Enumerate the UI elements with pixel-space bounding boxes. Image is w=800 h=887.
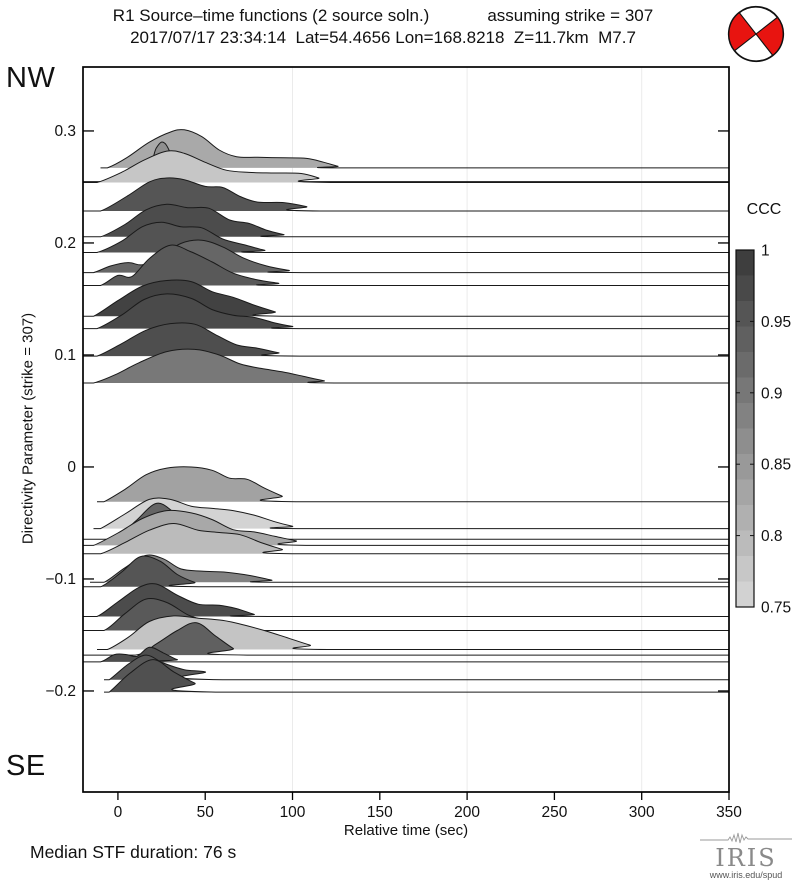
stf-trace xyxy=(83,555,729,588)
stf-trace xyxy=(82,523,729,555)
gridlines xyxy=(292,67,643,792)
y-tick-label: −0.2 xyxy=(45,683,76,700)
iris-logo: IRIS www.iris.edu/spud xyxy=(696,831,796,880)
stf-trace xyxy=(90,554,729,583)
y-axis-ticks: 0.3 0.2 0.1 0 −0.1 −0.2 xyxy=(45,123,729,700)
chart-subtitle: 2017/07/17 23:34:14 Lat=54.4656 Lon=168.… xyxy=(130,28,636,47)
colorbar-step xyxy=(736,352,754,378)
colorbar: 1 0.95 0.9 0.85 0.8 0.75 xyxy=(735,243,791,617)
stf-trace xyxy=(103,654,729,681)
x-tick-label: 0 xyxy=(114,804,123,821)
stf-trace xyxy=(83,221,729,254)
chart-title-left: R1 Source–time functions (2 source soln.… xyxy=(112,6,430,25)
colorbar-step xyxy=(736,403,754,429)
stf-trace xyxy=(82,177,729,212)
y-axis-title: Directivity Parameter (strike = 307) xyxy=(19,312,37,545)
stf-trace xyxy=(83,150,729,184)
x-axis-title: Relative time (sec) xyxy=(343,822,469,839)
colorbar-tick-label: 1 xyxy=(761,243,770,260)
stf-trace xyxy=(97,615,729,651)
chart-title-right: assuming strike = 307 xyxy=(487,6,654,25)
colorbar-border xyxy=(735,249,755,608)
colorbar-step xyxy=(736,326,754,353)
colorbar-step xyxy=(736,556,754,582)
plot-border xyxy=(82,66,730,793)
stf-trace xyxy=(104,659,729,693)
x-tick-label: 150 xyxy=(367,804,393,821)
stf-trace xyxy=(83,293,729,330)
y-tick-label: 0.3 xyxy=(54,123,76,140)
colorbar-step xyxy=(736,428,754,455)
chart-title: R1 Source–time functions (2 source soln.… xyxy=(0,5,766,27)
stf-trace xyxy=(82,203,729,238)
stf-traces xyxy=(82,129,729,693)
x-tick-label: 350 xyxy=(716,804,742,821)
stf-trace xyxy=(83,279,729,317)
stf-trace xyxy=(83,239,729,274)
title-block: R1 Source–time functions (2 source soln.… xyxy=(0,5,766,49)
colorbar-step xyxy=(736,250,754,276)
colorbar-title: CCC xyxy=(746,201,782,218)
x-tick-label: 50 xyxy=(197,804,215,821)
y-tick-label: 0 xyxy=(67,459,76,476)
x-axis-ticks: 0 50 100 150 200 250 300 350 xyxy=(114,792,742,821)
stf-trace xyxy=(100,129,729,169)
stf-trace xyxy=(82,322,729,357)
stf-trace xyxy=(93,497,729,530)
x-tick-label: 300 xyxy=(629,804,655,821)
x-tick-label: 250 xyxy=(541,804,567,821)
iris-logo-url: www.iris.edu/spud xyxy=(709,870,783,880)
iris-logo-text: IRIS xyxy=(715,844,777,872)
median-stf-duration-text: Median STF duration: 76 s xyxy=(30,842,237,862)
label-se: SE xyxy=(6,750,46,782)
colorbar-tick-label: 0.8 xyxy=(761,528,783,545)
colorbar-step xyxy=(736,581,754,608)
beachball-red-wedge-right xyxy=(755,16,784,57)
x-tick-label: 100 xyxy=(280,804,306,821)
label-nw: NW xyxy=(6,62,56,94)
y-tick-label: 0.2 xyxy=(54,235,76,252)
y-tick-label: −0.1 xyxy=(45,571,76,588)
colorbar-step xyxy=(736,530,754,557)
stf-trace xyxy=(83,348,729,384)
colorbar-tick-label: 0.75 xyxy=(761,600,791,617)
colorbar-step xyxy=(736,377,754,404)
stf-trace xyxy=(97,466,729,503)
stf-trace xyxy=(82,244,729,287)
colorbar-step xyxy=(736,479,754,506)
seismogram-icon xyxy=(700,832,792,844)
focal-mechanism-beachball-icon xyxy=(727,5,785,63)
colorbar-tick-label: 0.85 xyxy=(761,457,791,474)
colorbar-step xyxy=(736,454,754,480)
x-tick-label: 200 xyxy=(454,804,480,821)
colorbar-step xyxy=(736,505,754,531)
colorbar-step xyxy=(736,275,754,302)
colorbar-tick-label: 0.95 xyxy=(761,314,791,331)
colorbar-tick-label: 0.9 xyxy=(761,385,783,402)
beachball-red-wedge-left xyxy=(728,11,757,52)
y-tick-label: 0.1 xyxy=(54,347,76,364)
colorbar-step xyxy=(736,301,754,327)
